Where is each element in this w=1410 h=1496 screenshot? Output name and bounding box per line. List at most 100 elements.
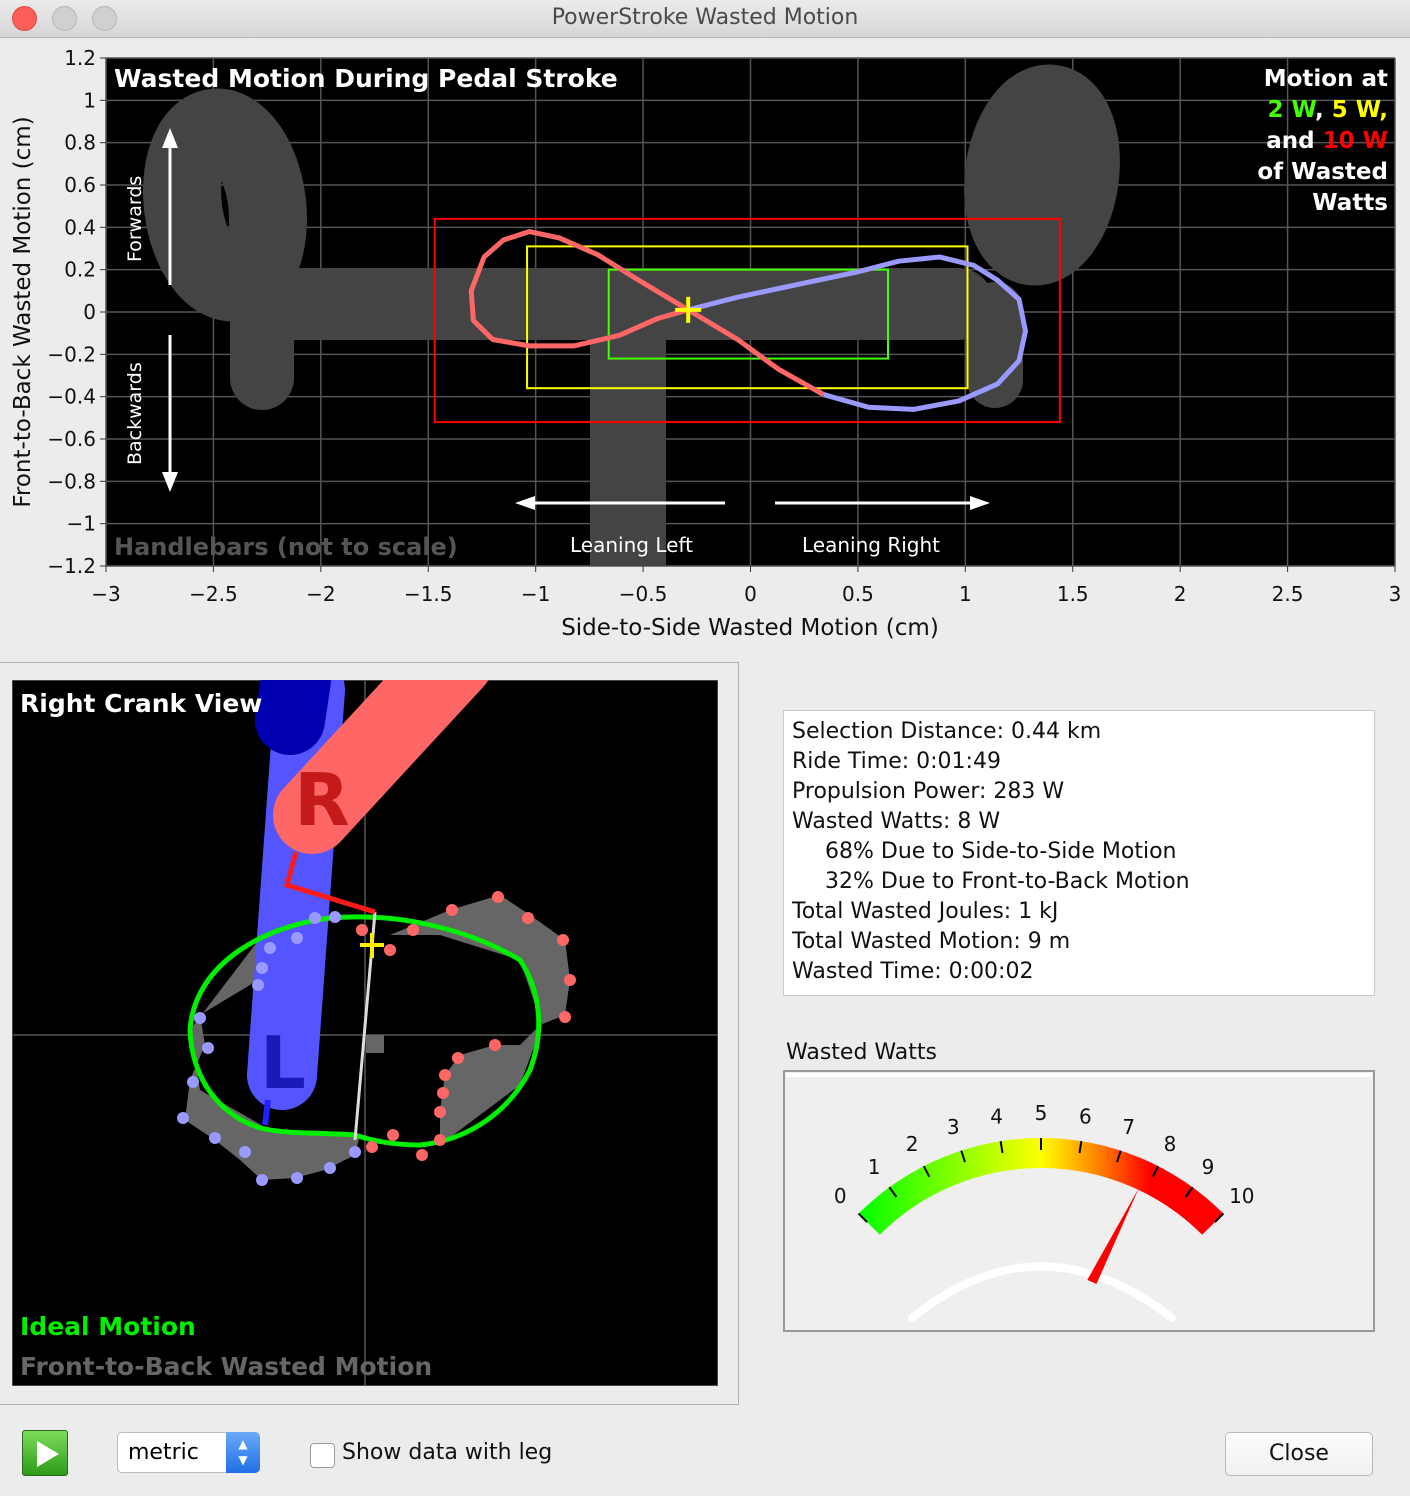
y-tick-label: −1 — [67, 512, 96, 536]
stat-wasted-joules: Total Wasted Joules: 1 kJ — [792, 899, 1059, 924]
zoom-window-icon[interactable] — [92, 6, 117, 31]
stat-propulsion-power: Propulsion Power: 283 W — [792, 779, 1065, 804]
left-pedal-dot — [239, 1146, 251, 1158]
x-tick-label: −1.5 — [404, 582, 453, 606]
backwards-label: Backwards — [124, 362, 146, 465]
units-select[interactable]: metric ▲ ▼ — [117, 1432, 260, 1473]
show-leg-label[interactable]: Show data with leg — [342, 1440, 553, 1465]
gauge-tick-label: 5 — [1035, 1101, 1048, 1125]
y-tick-label: −1.2 — [47, 554, 96, 578]
trace-blue — [687, 254, 1028, 412]
left-pedal-dot — [256, 1174, 268, 1186]
gauge-tick — [888, 1186, 898, 1198]
y-tick-label: 0.2 — [64, 258, 96, 282]
legend-line-3: and 10 W — [1266, 128, 1388, 154]
legend-ideal-motion: Ideal Motion — [20, 1312, 196, 1341]
x-tick-label: −2 — [306, 582, 335, 606]
units-value: metric — [128, 1440, 199, 1465]
box-10w — [433, 217, 1061, 424]
y-tick-label: −0.8 — [47, 469, 96, 493]
right-pedal-dot — [407, 924, 419, 936]
stat-side-to-side: 68% Due to Side-to-Side Motion — [825, 839, 1177, 864]
right-pedal-dot — [492, 891, 504, 903]
gauge-tick-label: 4 — [990, 1104, 1003, 1128]
y-tick-label: 0.6 — [64, 173, 96, 197]
right-pedal-dot — [356, 924, 368, 936]
show-leg-checkbox[interactable] — [310, 1443, 335, 1468]
leaning-left-label: Leaning Left — [570, 533, 693, 557]
x-tick-label: 1.5 — [1057, 582, 1089, 606]
right-pedal-dot — [564, 974, 576, 986]
left-pedal-dot — [256, 962, 268, 974]
legend-wasted-motion: Front-to-Back Wasted Motion — [20, 1352, 432, 1381]
gauge-tick — [1184, 1186, 1194, 1198]
gauge-tick — [999, 1141, 1004, 1154]
x-tick-label: 2.5 — [1272, 582, 1304, 606]
gauge-tick-label: 0 — [834, 1184, 847, 1208]
gauge-tick — [1214, 1212, 1225, 1223]
chart-title: Wasted Motion During Pedal Stroke — [114, 64, 618, 93]
right-pedal-dot — [416, 1149, 428, 1161]
left-pedal-dot — [202, 1042, 214, 1054]
gauge-tick-label: 2 — [906, 1132, 919, 1156]
gauge-hub — [908, 1262, 1176, 1322]
stats-panel: Selection Distance: 0.44 km Ride Time: 0… — [783, 710, 1375, 996]
x-tick-label: 2 — [1174, 582, 1187, 606]
y-tick-label: 0.8 — [64, 131, 96, 155]
pedal-link — [283, 851, 376, 915]
right-pedal-dot — [434, 1106, 446, 1118]
right-pedal-dot — [366, 1141, 378, 1153]
gauge-tick-label: 8 — [1164, 1132, 1177, 1156]
y-tick-label: 0.4 — [64, 215, 96, 239]
wasted-watts-gauge: 01 2 3 4 5 6 7 8 9 10 — [783, 1070, 1375, 1332]
y-tick-label: 0 — [83, 300, 96, 324]
gauge-tick-label: 10 — [1229, 1184, 1254, 1208]
legend-line-5: Watts — [1312, 190, 1388, 216]
left-pedal-dot — [187, 1076, 199, 1088]
legend-line-1: Motion at — [1264, 66, 1388, 92]
right-pedal-dot — [387, 1129, 399, 1141]
y-tick-label: −0.6 — [47, 427, 96, 451]
right-pedal-dot — [437, 1087, 449, 1099]
y-tick-label: 1.2 — [64, 46, 96, 70]
left-pedal-dot — [349, 1146, 361, 1158]
x-tick-label: −3 — [91, 582, 120, 606]
legend: Motion at 2 W, 5 W, and 10 W of Wasted Wat… — [1257, 66, 1388, 216]
gauge-scale — [858, 1138, 1224, 1235]
gauge-tick-label: 7 — [1122, 1115, 1135, 1139]
close-window-icon[interactable] — [12, 6, 37, 31]
close-button[interactable]: Close — [1225, 1432, 1373, 1476]
right-pedal-dot — [559, 1011, 571, 1023]
gauge-tick-label: 6 — [1079, 1104, 1092, 1128]
x-tick-label: 0.5 — [842, 582, 874, 606]
wasted-motion-chart: Forwards Backwards Leaning Left Leaning … — [10, 46, 1401, 641]
x-tick-label: −2.5 — [189, 582, 238, 606]
direction-arrows — [162, 128, 990, 510]
left-pedal-dot — [291, 932, 303, 944]
crank-panel — [0, 662, 739, 1405]
x-tick-label: 0 — [744, 582, 757, 606]
right-crank — [273, 680, 489, 854]
right-pedal-dot — [434, 1134, 446, 1146]
left-crank — [247, 680, 345, 1110]
y-tick-label: −0.4 — [47, 385, 96, 409]
x-tick-label: −1 — [521, 582, 550, 606]
play-button[interactable] — [22, 1430, 68, 1476]
crank-view-title: Right Crank View — [20, 689, 262, 718]
stat-wasted-motion: Total Wasted Motion: 9 m — [792, 929, 1071, 954]
left-pedal-dot — [177, 1112, 189, 1124]
box-2w — [607, 268, 889, 360]
minimize-window-icon[interactable] — [52, 6, 77, 31]
right-pedal-dot — [439, 1069, 451, 1081]
right-pedal-dot — [489, 1039, 501, 1051]
stat-wasted-time: Wasted Time: 0:00:02 — [792, 959, 1034, 984]
gauge-tick — [1116, 1150, 1122, 1163]
left-pedal-dot — [309, 912, 321, 924]
forwards-label: Forwards — [124, 176, 146, 262]
right-pedal-dot — [446, 904, 458, 916]
right-pedal-dot — [384, 944, 396, 956]
right-crank-view: L R Right Crank View Ideal Motion Front-… — [12, 680, 718, 1386]
gauge-tick — [1078, 1141, 1083, 1154]
gauge-needle — [1087, 1187, 1139, 1284]
gauge-tick-label: 3 — [947, 1115, 960, 1139]
